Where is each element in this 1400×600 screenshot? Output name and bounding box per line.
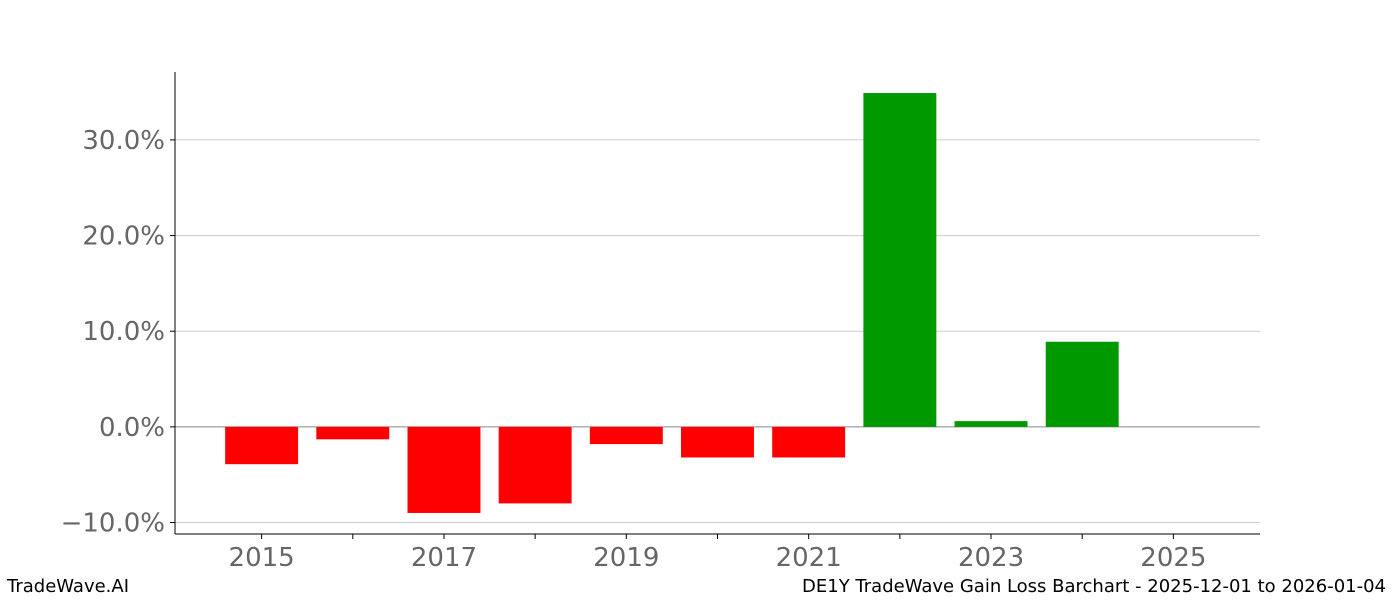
y-tick-label: 10.0% [82,317,165,347]
x-tick-label: 2015 [229,543,295,573]
x-tick-label: 2019 [593,543,659,573]
bar-2015 [225,426,299,465]
bar-2019 [589,426,663,445]
bar-2018 [498,426,572,504]
y-tick-label: −10.0% [61,509,165,539]
y-tick-label: 30.0% [82,126,165,156]
brand-label: TradeWave.AI [7,576,130,597]
x-tick-label: 2017 [411,543,477,573]
bar-2016 [316,426,390,440]
bar-2020 [681,426,754,458]
x-tick-label: 2023 [958,543,1024,573]
bar-2023 [954,421,1028,427]
y-tick-label: 20.0% [82,222,165,252]
bar-2021 [772,426,846,458]
x-tick-label: 2025 [1140,543,1206,573]
y-tick-label: 0.0% [99,413,165,443]
bar-2022 [863,93,937,427]
x-tick-label: 2021 [776,543,842,573]
chart-caption: DE1Y TradeWave Gain Loss Barchart - 2025… [802,576,1386,597]
bar-2024 [1045,341,1119,427]
bar-2017 [407,426,481,513]
